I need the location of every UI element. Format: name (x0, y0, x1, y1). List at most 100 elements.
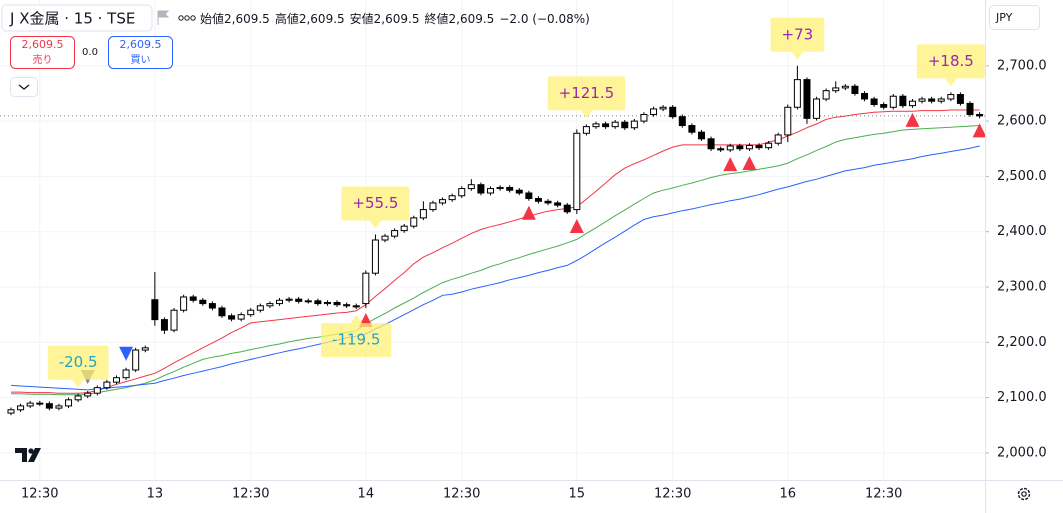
candle-body (899, 95, 907, 107)
moving-average-line (11, 109, 980, 394)
candle-body (285, 298, 293, 301)
moving-average-line (11, 125, 980, 396)
candle-body (448, 195, 456, 201)
candle-body (112, 377, 120, 383)
ohlc-label: 始値 (200, 11, 224, 26)
candle-body (170, 309, 178, 331)
candle-body (908, 100, 916, 107)
label-box (341, 186, 410, 221)
candle-body (755, 144, 763, 149)
candle-body (592, 123, 600, 128)
x-tick-label: 15 (569, 487, 586, 502)
currency-button[interactable]: JPY (989, 5, 1040, 30)
ohlc-label: 終値 (424, 11, 448, 26)
candle-body (745, 144, 753, 150)
candle-body (841, 85, 849, 89)
candle-body (314, 300, 322, 305)
y-tick-label: 2,400.0 (997, 224, 1047, 239)
flag-icon[interactable] (157, 10, 170, 25)
label-text: +18.5 (928, 52, 974, 70)
label-box (47, 345, 109, 380)
candle-body (132, 349, 140, 371)
candle-body (621, 121, 629, 129)
candle-body (765, 142, 773, 149)
candle-body (419, 209, 427, 219)
x-tick-label: 16 (780, 487, 797, 502)
grid (0, 0, 989, 480)
candle-body (697, 131, 705, 140)
x-tick-label: 12:30 (865, 487, 902, 502)
symbol-box[interactable] (1, 4, 153, 32)
trade-label: -119.5 (321, 315, 392, 358)
candle-body (323, 301, 331, 305)
label-text: -119.5 (332, 331, 380, 349)
candle-body (74, 395, 82, 401)
label-text: -20.5 (59, 353, 98, 371)
label-box (547, 76, 626, 111)
candle-body (515, 189, 523, 194)
settings-icon[interactable] (1017, 487, 1031, 501)
spread: 0.0 (82, 47, 98, 58)
label-box (916, 44, 985, 79)
candle-body (717, 148, 725, 151)
label-pointer (944, 78, 957, 87)
candle-body (736, 145, 744, 150)
candle-body (659, 106, 667, 110)
candle-body (784, 106, 792, 136)
ohlc-change: −2.0 (−0.08%) (499, 12, 590, 26)
label-text: +73 (782, 25, 814, 43)
candle-body (803, 79, 811, 119)
y-tick-label: 2,000.0 (997, 445, 1047, 460)
candle-body (822, 90, 830, 100)
candle-body (487, 188, 494, 194)
candle-body (84, 392, 92, 397)
candle-body (851, 85, 859, 94)
candle-body (189, 296, 197, 301)
candle-body (381, 235, 389, 241)
candle-body (774, 134, 782, 144)
buy-button[interactable]: 2,609.5 買い (108, 36, 173, 69)
candle-body (218, 307, 226, 317)
y-tick-label: 2,500.0 (997, 169, 1047, 184)
signal-marker (569, 219, 584, 234)
ohlc-value: 2,609.5 (224, 12, 270, 26)
label-pointer (369, 220, 382, 229)
candle-body (669, 106, 677, 118)
candle-body (93, 387, 101, 394)
candle-body (563, 204, 571, 213)
trade-label: +55.5 (341, 186, 410, 229)
ohlc-value: 2,609.5 (449, 12, 495, 26)
candle-body (36, 402, 44, 405)
candle-body (256, 305, 264, 311)
candle-body (266, 303, 274, 307)
candle-body (966, 102, 974, 115)
y-tick-label: 2,700.0 (997, 58, 1047, 73)
candle-body (333, 301, 341, 306)
candle-body (343, 304, 351, 307)
more-icon[interactable] (178, 15, 196, 21)
sell-button[interactable]: 2,609.5 売り (10, 36, 75, 69)
collapse-button[interactable] (10, 77, 38, 97)
candle-body (122, 369, 130, 379)
candle-body (650, 108, 658, 115)
candle-body (861, 92, 869, 100)
candle-body (467, 184, 475, 190)
signal-marker (972, 123, 987, 138)
ohlc-value: 2,609.5 (299, 12, 345, 26)
candle-body (55, 405, 63, 409)
candle-body (17, 405, 25, 411)
candle-body (832, 87, 840, 92)
tv-logo (15, 448, 41, 462)
candle-body (554, 202, 562, 206)
moving-average-line (10, 145, 980, 391)
signal-marker (723, 157, 738, 172)
candle-body (237, 314, 245, 320)
currency: JPY (995, 11, 1013, 24)
y-tick-label: 2,600.0 (997, 114, 1047, 129)
label-pointer (580, 110, 593, 119)
plot-area (0, 65, 985, 416)
label-text: +55.5 (352, 194, 398, 212)
y-tick-label: 2,100.0 (997, 390, 1047, 405)
candle-body (208, 303, 216, 309)
candle-body (477, 184, 485, 194)
